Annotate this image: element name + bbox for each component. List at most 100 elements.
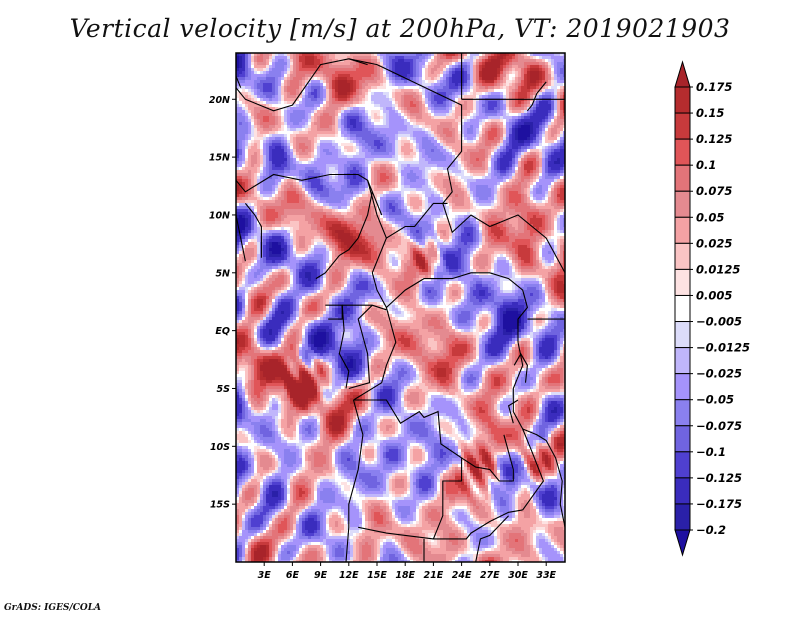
field-cell (260, 158, 263, 161)
field-cell (470, 104, 473, 107)
field-cell (317, 89, 320, 92)
field-cell (425, 140, 428, 143)
field-cell (470, 56, 473, 59)
field-cell (419, 110, 422, 113)
field-cell (542, 185, 545, 188)
field-cell (251, 131, 254, 134)
field-cell (275, 143, 278, 146)
field-cell (365, 89, 368, 92)
field-cell (521, 68, 524, 71)
field-cell (449, 83, 452, 86)
field-cell (365, 131, 368, 134)
field-cell (440, 122, 443, 125)
field-cell (476, 161, 479, 164)
field-cell (434, 131, 437, 134)
field-cell (287, 188, 290, 191)
field-cell (467, 143, 470, 146)
field-cell (455, 176, 458, 179)
field-cell (302, 122, 305, 125)
field-cell (428, 83, 431, 86)
field-cell (485, 182, 488, 185)
field-cell (452, 74, 455, 77)
field-cell (515, 143, 518, 146)
field-cell (266, 128, 269, 131)
field-cell (374, 170, 377, 173)
field-cell (260, 59, 263, 62)
field-cell (338, 68, 341, 71)
field-cell (308, 131, 311, 134)
field-cell (515, 59, 518, 62)
field-cell (350, 185, 353, 188)
field-cell (416, 59, 419, 62)
field-cell (431, 173, 434, 176)
field-cell (419, 155, 422, 158)
field-cell (419, 143, 422, 146)
field-cell (410, 59, 413, 62)
field-cell (500, 143, 503, 146)
field-cell (398, 80, 401, 83)
field-cell (407, 113, 410, 116)
field-cell (302, 152, 305, 155)
field-cell (362, 107, 365, 110)
field-cell (320, 179, 323, 182)
field-cell (263, 185, 266, 188)
field-cell (311, 185, 314, 188)
field-cell (266, 167, 269, 170)
field-cell (338, 167, 341, 170)
field-cell (308, 137, 311, 140)
field-cell (365, 161, 368, 164)
field-cell (257, 83, 260, 86)
field-cell (539, 182, 542, 185)
field-cell (539, 62, 542, 65)
field-cell (494, 173, 497, 176)
field-cell (443, 182, 446, 185)
field-cell (341, 71, 344, 74)
field-cell (485, 185, 488, 188)
field-cell (341, 152, 344, 155)
field-cell (350, 161, 353, 164)
field-cell (410, 68, 413, 71)
field-cell (506, 113, 509, 116)
field-cell (323, 179, 326, 182)
field-cell (254, 158, 257, 161)
field-cell (542, 179, 545, 182)
field-cell (422, 92, 425, 95)
field-cell (485, 173, 488, 176)
field-cell (494, 131, 497, 134)
field-cell (419, 146, 422, 149)
field-cell (446, 101, 449, 104)
field-cell (281, 170, 284, 173)
field-cell (521, 131, 524, 134)
field-cell (419, 149, 422, 152)
field-cell (497, 101, 500, 104)
field-cell (311, 92, 314, 95)
field-cell (467, 92, 470, 95)
field-cell (503, 95, 506, 98)
field-cell (281, 59, 284, 62)
field-cell (461, 167, 464, 170)
field-cell (554, 119, 557, 122)
field-cell (266, 122, 269, 125)
field-cell (449, 92, 452, 95)
field-cell (539, 68, 542, 71)
field-cell (383, 71, 386, 74)
field-cell (551, 86, 554, 89)
field-cell (359, 65, 362, 68)
field-cell (518, 56, 521, 59)
field-cell (440, 65, 443, 68)
field-cell (482, 59, 485, 62)
field-cell (386, 89, 389, 92)
field-cell (254, 71, 257, 74)
field-cell (482, 71, 485, 74)
field-cell (269, 182, 272, 185)
field-cell (323, 167, 326, 170)
field-cell (470, 62, 473, 65)
field-cell (368, 68, 371, 71)
field-cell (551, 128, 554, 131)
field-cell (323, 128, 326, 131)
field-cell (554, 134, 557, 137)
field-cell (281, 152, 284, 155)
field-cell (332, 140, 335, 143)
field-cell (368, 92, 371, 95)
field-cell (527, 185, 530, 188)
